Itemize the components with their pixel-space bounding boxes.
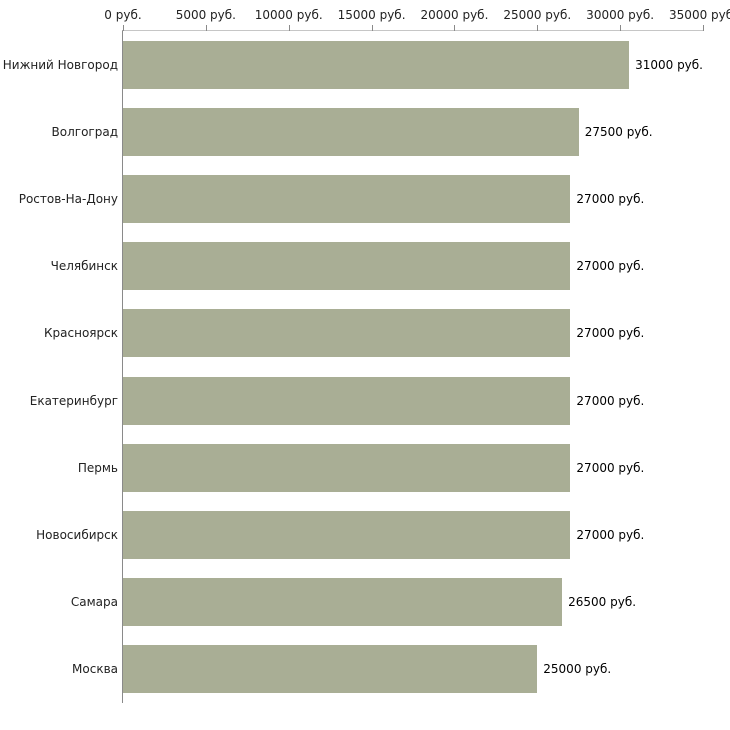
x-axis-tick bbox=[454, 25, 456, 31]
value-label: 25000 руб. bbox=[543, 662, 612, 677]
bar bbox=[123, 443, 571, 492]
bar bbox=[123, 107, 579, 156]
x-axis-tick-label: 5000 руб. bbox=[175, 8, 236, 22]
x-axis-tick-label: 0 руб. bbox=[104, 8, 142, 22]
category-label: Новосибирск bbox=[36, 528, 118, 543]
bar bbox=[123, 309, 571, 358]
category-label: Пермь bbox=[77, 460, 118, 475]
category-label: Волгоград bbox=[51, 124, 118, 139]
value-label: 27000 руб. bbox=[576, 326, 645, 341]
x-axis-tick bbox=[537, 25, 539, 31]
bar bbox=[123, 511, 571, 560]
value-label: 27000 руб. bbox=[576, 259, 645, 274]
bar bbox=[123, 40, 630, 89]
bar-row: Челябинск 27000 руб. bbox=[51, 233, 703, 300]
x-axis-tick-label: 35000 руб. bbox=[669, 8, 730, 22]
category-label: Екатеринбург bbox=[29, 393, 118, 408]
x-axis-tick bbox=[703, 25, 704, 31]
bar-row: Волгоград 27500 руб. bbox=[52, 98, 703, 165]
bar-row: Ростов-На-Дону 27000 руб. bbox=[19, 165, 703, 232]
value-label: 31000 руб. bbox=[635, 57, 703, 72]
x-axis-tick bbox=[205, 25, 207, 31]
category-label: Москва bbox=[72, 662, 118, 677]
x-axis-tick-label: 20000 руб. bbox=[420, 8, 489, 22]
category-label: Нижний Новгород bbox=[2, 57, 118, 72]
bar bbox=[123, 175, 571, 223]
category-label: Самара bbox=[70, 595, 118, 610]
category-label: Челябинск bbox=[50, 259, 118, 274]
value-label: 27500 руб. bbox=[584, 124, 653, 139]
bar-row: Пермь 27000 руб. bbox=[78, 434, 703, 501]
bar bbox=[123, 645, 538, 694]
category-label: Ростов-На-Дону bbox=[18, 192, 118, 206]
category-label: Красноярск bbox=[44, 326, 118, 341]
x-axis-tick bbox=[371, 25, 373, 31]
value-label: 27000 руб. bbox=[576, 393, 645, 408]
value-label: 27000 руб. bbox=[576, 192, 645, 206]
x-axis-tick bbox=[123, 25, 124, 31]
bar-row: Новосибирск 27000 руб. bbox=[36, 501, 703, 568]
x-axis-tick-label: 15000 руб. bbox=[337, 8, 406, 22]
bar-row: Самара 26500 руб. bbox=[71, 569, 703, 636]
x-axis-tick bbox=[620, 25, 622, 31]
bar-row: Москва 25000 руб. bbox=[72, 636, 703, 703]
bar-row: Красноярск 27000 руб. bbox=[44, 300, 703, 367]
bar bbox=[123, 242, 571, 291]
plot-area: 0 руб. 5000 руб. 10000 руб. 15000 руб. 20000… bbox=[3, 8, 730, 703]
x-axis-tick-label: 10000 руб. bbox=[254, 8, 323, 22]
value-label: 27000 руб. bbox=[576, 528, 645, 543]
value-label: 26500 руб. bbox=[568, 595, 637, 610]
bar-row: Нижний Новгород 31000 руб. bbox=[3, 31, 703, 98]
x-axis-tick bbox=[288, 25, 290, 31]
x-axis-tick-label: 25000 руб. bbox=[503, 8, 572, 22]
bar bbox=[123, 376, 571, 425]
value-label: 27000 руб. bbox=[576, 460, 645, 475]
x-axis-tick-label: 30000 руб. bbox=[586, 8, 655, 22]
bar-row: Екатеринбург 27000 руб. bbox=[30, 367, 703, 434]
bar bbox=[123, 578, 563, 627]
